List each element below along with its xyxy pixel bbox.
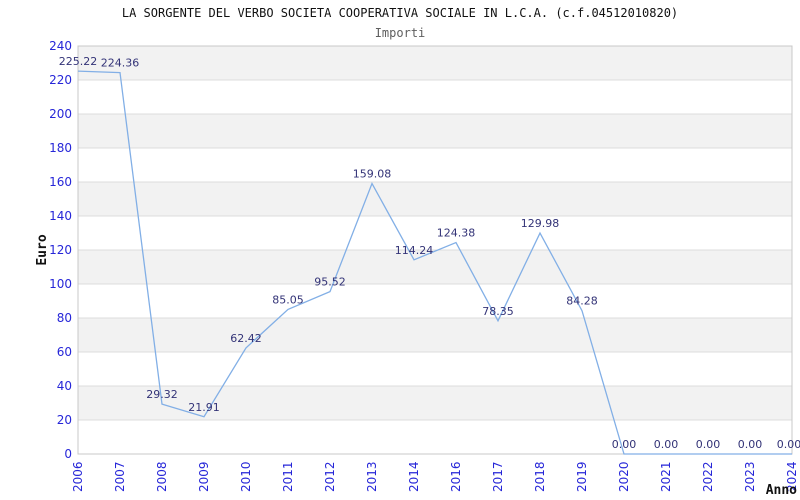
x-tick-label: 2024: [785, 461, 799, 492]
value-label: 62.42: [230, 332, 262, 345]
y-tick-label: 20: [57, 413, 72, 427]
y-tick-label: 220: [49, 73, 72, 87]
value-label: 85.05: [272, 293, 304, 306]
chart-title: LA SORGENTE DEL VERBO SOCIETA COOPERATIV…: [122, 6, 678, 20]
y-tick-label: 180: [49, 141, 72, 155]
x-tick-label: 2011: [281, 461, 295, 492]
x-tick-label: 2014: [407, 461, 421, 492]
value-label: 225.22: [59, 55, 98, 68]
y-axis-label: Euro: [35, 234, 50, 265]
value-label: 114.24: [395, 244, 434, 257]
x-tick-label: 2013: [365, 461, 379, 492]
y-tick-label: 240: [49, 39, 72, 53]
y-tick-label: 120: [49, 243, 72, 257]
x-tick-label: 2019: [575, 461, 589, 492]
x-axis-label: Anno: [766, 483, 797, 498]
x-tick-label: 2016: [449, 461, 463, 492]
value-label: 78.35: [482, 305, 514, 318]
y-tick-label: 60: [57, 345, 72, 359]
value-label: 0.00: [612, 438, 637, 451]
plot-band: [78, 182, 792, 216]
y-tick-label: 80: [57, 311, 72, 325]
y-tick-label: 200: [49, 107, 72, 121]
plot-border: [77, 45, 793, 455]
plot-band: [78, 318, 792, 352]
x-tick-label: 2010: [239, 461, 253, 492]
x-tick-label: 2023: [743, 461, 757, 492]
chart-subtitle: Importi: [375, 26, 426, 40]
value-label: 0.00: [696, 438, 721, 451]
plot-band: [78, 386, 792, 420]
plot-band: [78, 250, 792, 284]
value-label: 0.00: [654, 438, 679, 451]
value-label: 129.98: [521, 217, 560, 230]
y-tick-label: 40: [57, 379, 72, 393]
value-label: 124.38: [437, 227, 476, 240]
value-label: 159.08: [353, 168, 392, 181]
value-label: 224.36: [101, 57, 140, 70]
y-tick-label: 140: [49, 209, 72, 223]
value-label: 95.52: [314, 276, 346, 289]
x-tick-label: 2018: [533, 461, 547, 492]
y-tick-label: 100: [49, 277, 72, 291]
plot-band: [78, 114, 792, 148]
value-label: 0.00: [738, 438, 763, 451]
x-tick-label: 2022: [701, 461, 715, 492]
value-label: 84.28: [566, 295, 598, 308]
plot-area: 0 20 40 60 80 100 120 140 160 180 200 220 240 2006 200…: [49, 39, 800, 492]
value-label: 29.32: [146, 388, 178, 401]
x-tick-label: 2007: [113, 461, 127, 492]
value-label: 0.00: [777, 438, 800, 451]
x-tick-label: 2020: [617, 461, 631, 492]
y-tick-label: 160: [49, 175, 72, 189]
plot-band: [78, 46, 792, 80]
value-label: 21.91: [188, 401, 220, 414]
x-tick-label: 2012: [323, 461, 337, 492]
x-tick-label: 2008: [155, 461, 169, 492]
y-tick-label: 0: [64, 447, 72, 461]
x-tick-label: 2006: [71, 461, 85, 492]
x-tick-label: 2009: [197, 461, 211, 492]
x-tick-label: 2017: [491, 461, 505, 492]
series-line: [77, 70, 792, 455]
x-tick-label: 2021: [659, 461, 673, 492]
